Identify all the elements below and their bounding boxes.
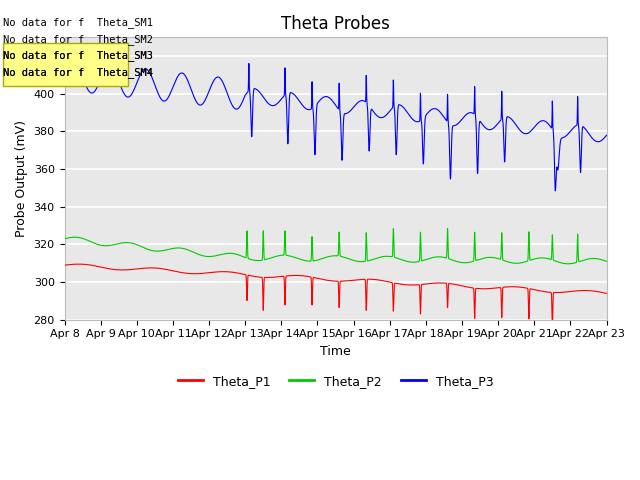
Title: Theta Probes: Theta Probes <box>281 15 390 33</box>
Text: No data for f  Theta_SM4: No data for f Theta_SM4 <box>3 67 153 78</box>
Y-axis label: Probe Output (mV): Probe Output (mV) <box>15 120 28 237</box>
Text: No data for f  Theta_SM1: No data for f Theta_SM1 <box>3 17 153 28</box>
Text: No data for f  Theta_SM2: No data for f Theta_SM2 <box>3 34 153 45</box>
Text: No data for f  Theta_SM3: No data for f Theta_SM3 <box>3 50 153 61</box>
Legend: Theta_P1, Theta_P2, Theta_P3: Theta_P1, Theta_P2, Theta_P3 <box>173 370 498 393</box>
Text: No data for f  Theta_SM4: No data for f Theta_SM4 <box>3 67 153 78</box>
X-axis label: Time: Time <box>320 345 351 358</box>
Text: No data for f  Theta_SM3: No data for f Theta_SM3 <box>3 50 153 61</box>
